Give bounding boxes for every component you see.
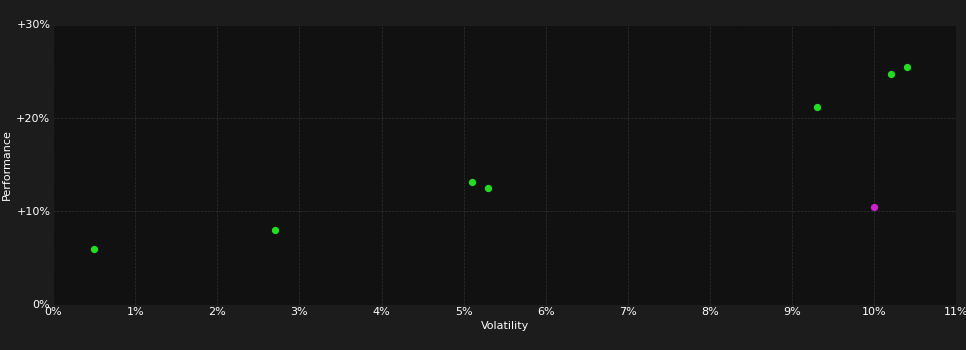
Y-axis label: Performance: Performance — [2, 129, 12, 200]
Point — [87, 246, 102, 251]
Point — [899, 64, 915, 69]
Point — [465, 180, 480, 185]
Point — [481, 185, 497, 191]
Point — [867, 204, 882, 209]
Point — [268, 227, 283, 233]
Point — [810, 104, 825, 110]
X-axis label: Volatility: Volatility — [481, 321, 528, 331]
Point — [883, 71, 898, 77]
